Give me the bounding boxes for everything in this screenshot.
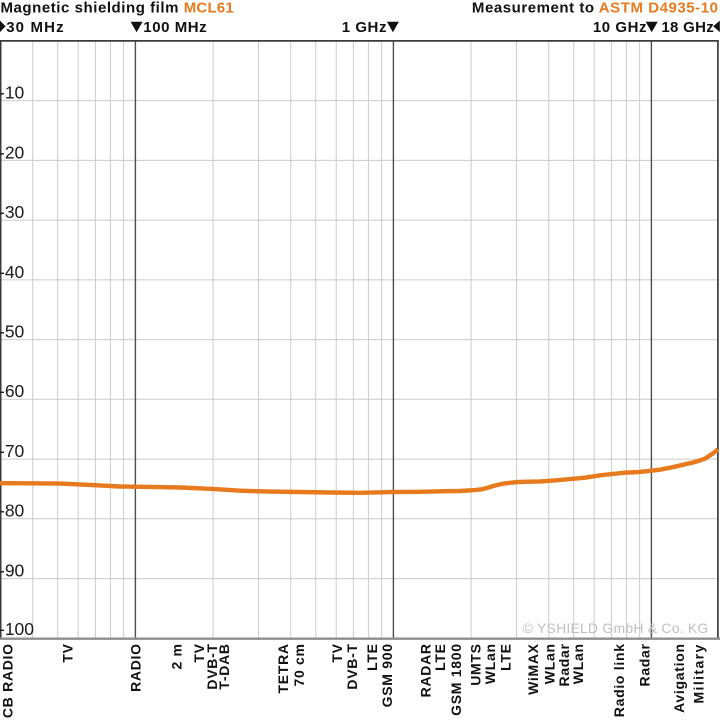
svg-text:2 m: 2 m: [169, 643, 185, 669]
svg-text:10 GHz: 10 GHz: [593, 19, 647, 36]
svg-text:RADAR: RADAR: [418, 643, 434, 697]
svg-text:© YSHIELD GmbH & Co. KG: © YSHIELD GmbH & Co. KG: [523, 620, 709, 636]
svg-text:TV: TV: [191, 643, 207, 662]
svg-text:Magnetic shielding film MCL61: Magnetic shielding film MCL61: [1, 0, 234, 17]
svg-text:-50: -50: [0, 322, 25, 342]
svg-text:UMTS: UMTS: [468, 643, 484, 685]
svg-text:LTE: LTE: [432, 643, 448, 671]
svg-text:-100: -100: [0, 619, 34, 639]
svg-text:RADIO: RADIO: [127, 643, 143, 692]
svg-text:Avigation: Avigation: [671, 643, 687, 713]
svg-text:TV: TV: [329, 643, 345, 662]
svg-text:TV: TV: [60, 643, 76, 662]
svg-text:70 cm: 70 cm: [291, 643, 307, 686]
svg-text:DVB-T: DVB-T: [344, 643, 360, 689]
svg-text:LTE: LTE: [364, 643, 380, 671]
svg-text:-80: -80: [0, 501, 25, 521]
svg-text:-30: -30: [0, 202, 25, 222]
svg-text:WiMAX: WiMAX: [525, 643, 541, 695]
svg-text:-60: -60: [0, 381, 25, 401]
svg-text:WLan: WLan: [482, 643, 498, 684]
svg-text:GSM 900: GSM 900: [379, 643, 395, 707]
svg-text:LTE: LTE: [498, 643, 514, 671]
svg-text:Radar: Radar: [637, 643, 653, 686]
svg-text:T-DAB: T-DAB: [216, 643, 232, 689]
svg-text:-10: -10: [0, 83, 25, 103]
svg-text:Radar: Radar: [556, 643, 572, 686]
svg-text:18 GHz: 18 GHz: [661, 19, 714, 36]
svg-text:-90: -90: [0, 561, 25, 581]
svg-text:30 MHz: 30 MHz: [6, 19, 65, 36]
svg-text:-70: -70: [0, 441, 25, 461]
svg-text:WLan: WLan: [542, 643, 558, 684]
svg-text:-20: -20: [0, 142, 25, 162]
svg-text:-40: -40: [0, 262, 25, 282]
svg-text:Measurement to ASTM D4935-10: Measurement to ASTM D4935-10: [472, 0, 719, 17]
svg-text:Radio link: Radio link: [611, 643, 627, 717]
svg-text:GSM 1800: GSM 1800: [448, 643, 464, 716]
svg-text:TETRA: TETRA: [275, 643, 291, 693]
svg-text:Military: Military: [691, 643, 707, 703]
svg-text:CB RADIO: CB RADIO: [0, 643, 16, 718]
svg-text:100 MHz: 100 MHz: [143, 19, 207, 36]
svg-text:DVB-T: DVB-T: [204, 643, 220, 689]
svg-text:1 GHz: 1 GHz: [342, 19, 387, 36]
svg-text:WLan: WLan: [570, 643, 586, 684]
